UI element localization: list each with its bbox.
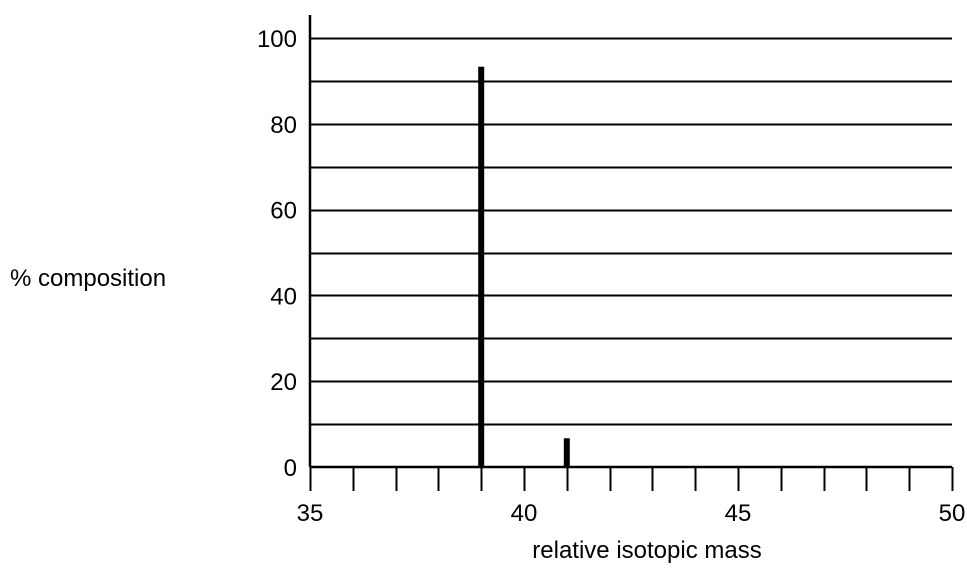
bar-41 — [563, 438, 570, 467]
tick-labels: 0 20 40 60 80 100 35 40 45 50 — [257, 26, 965, 527]
x-tick-label-50: 50 — [939, 500, 966, 527]
axes — [308, 15, 952, 469]
x-axis-title: relative isotopic mass — [532, 537, 761, 564]
x-tick-label-35: 35 — [297, 500, 324, 527]
x-tick-label-40: 40 — [511, 500, 538, 527]
ticks — [309, 467, 954, 491]
y-tick-label-60: 60 — [270, 198, 297, 225]
y-tick-label-40: 40 — [270, 283, 297, 310]
bars — [478, 66, 570, 468]
y-tick-label-100: 100 — [257, 26, 297, 53]
y-axis-title: % composition — [10, 265, 166, 292]
gridlines — [310, 37, 952, 426]
y-tick-label-20: 20 — [270, 369, 297, 396]
y-tick-label-0: 0 — [284, 455, 297, 482]
x-tick-label-45: 45 — [725, 500, 752, 527]
y-tick-label-80: 80 — [270, 112, 297, 139]
bar-39 — [478, 66, 485, 468]
